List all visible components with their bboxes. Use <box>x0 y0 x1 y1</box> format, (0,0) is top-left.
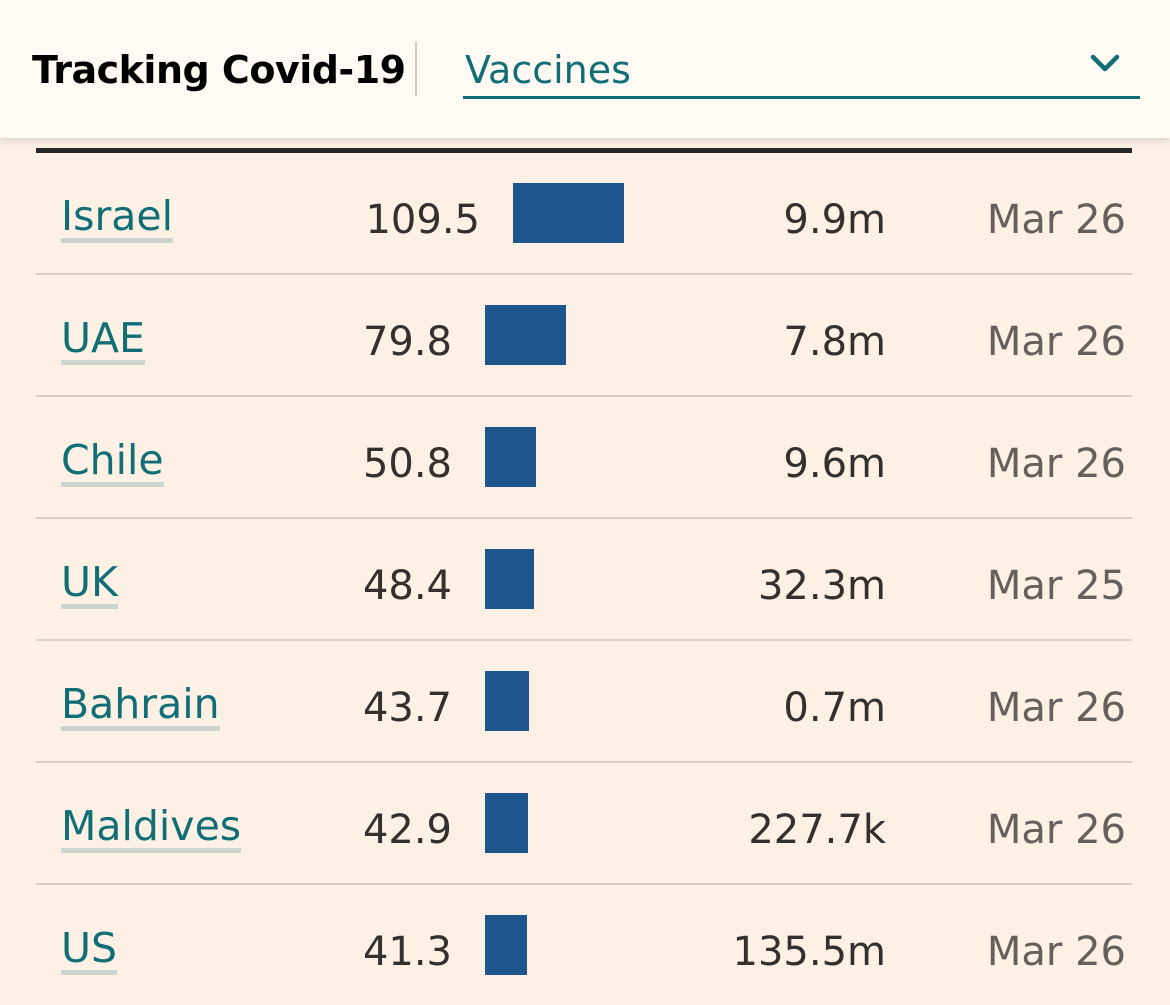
table-row: UAE 79.8 7.8m Mar 26 <box>36 275 1132 397</box>
country-link[interactable]: US <box>61 926 118 976</box>
rate-bar <box>485 427 536 487</box>
date-value: Mar 26 <box>986 929 1126 975</box>
doses-value: 7.8m <box>783 319 886 365</box>
table-row: US 41.3 135.5m Mar 26 <box>36 885 1132 1005</box>
country-link[interactable]: Bahrain <box>61 682 220 732</box>
rate-bar <box>485 305 566 365</box>
page-title: Tracking Covid-19 <box>32 48 406 92</box>
date-value: Mar 26 <box>986 441 1126 487</box>
doses-value: 135.5m <box>732 929 886 975</box>
rate-value: 43.7 <box>362 685 452 731</box>
chevron-down-icon <box>1090 54 1120 72</box>
rate-value: 109.5 <box>365 197 480 243</box>
rate-value: 41.3 <box>362 929 452 975</box>
app-header: Tracking Covid-19 Vaccines <box>0 0 1170 138</box>
metric-dropdown-value: Vaccines <box>465 48 631 92</box>
header-divider <box>415 42 417 96</box>
rate-bar <box>513 183 624 243</box>
doses-value: 32.3m <box>757 563 886 609</box>
date-value: Mar 26 <box>986 197 1126 243</box>
country-link[interactable]: Israel <box>61 194 174 244</box>
table-row: Chile 50.8 9.6m Mar 26 <box>36 397 1132 519</box>
table-row: Israel 109.5 9.9m Mar 26 <box>36 153 1132 275</box>
table-top-rule <box>36 148 1132 153</box>
metric-dropdown[interactable]: Vaccines <box>463 44 1140 99</box>
doses-value: 9.6m <box>783 441 886 487</box>
table-body: Israel 109.5 9.9m Mar 26 UAE 79.8 7.8m Mar 26 Ch… <box>36 153 1132 1005</box>
rate-bar <box>485 549 534 609</box>
rate-bar <box>485 671 529 731</box>
rate-bar <box>485 793 528 853</box>
table-row: UK 48.4 32.3m Mar 25 <box>36 519 1132 641</box>
date-value: Mar 26 <box>986 807 1126 853</box>
table-row: Bahrain 43.7 0.7m Mar 26 <box>36 641 1132 763</box>
country-link[interactable]: Maldives <box>61 804 242 854</box>
country-link[interactable]: UAE <box>61 316 145 366</box>
rate-value: 79.8 <box>362 319 452 365</box>
country-link[interactable]: Chile <box>61 438 164 488</box>
doses-value: 0.7m <box>783 685 886 731</box>
date-value: Mar 26 <box>986 319 1126 365</box>
rate-value: 42.9 <box>362 807 452 853</box>
vaccine-table: Israel 109.5 9.9m Mar 26 UAE 79.8 7.8m Mar 26 Ch… <box>36 148 1132 1005</box>
date-value: Mar 25 <box>986 563 1126 609</box>
date-value: Mar 26 <box>986 685 1126 731</box>
rate-value: 50.8 <box>362 441 452 487</box>
doses-value: 9.9m <box>783 197 886 243</box>
country-link[interactable]: UK <box>61 560 118 610</box>
rate-value: 48.4 <box>362 563 452 609</box>
rate-bar <box>485 915 527 975</box>
table-row: Maldives 42.9 227.7k Mar 26 <box>36 763 1132 885</box>
doses-value: 227.7k <box>748 807 886 853</box>
